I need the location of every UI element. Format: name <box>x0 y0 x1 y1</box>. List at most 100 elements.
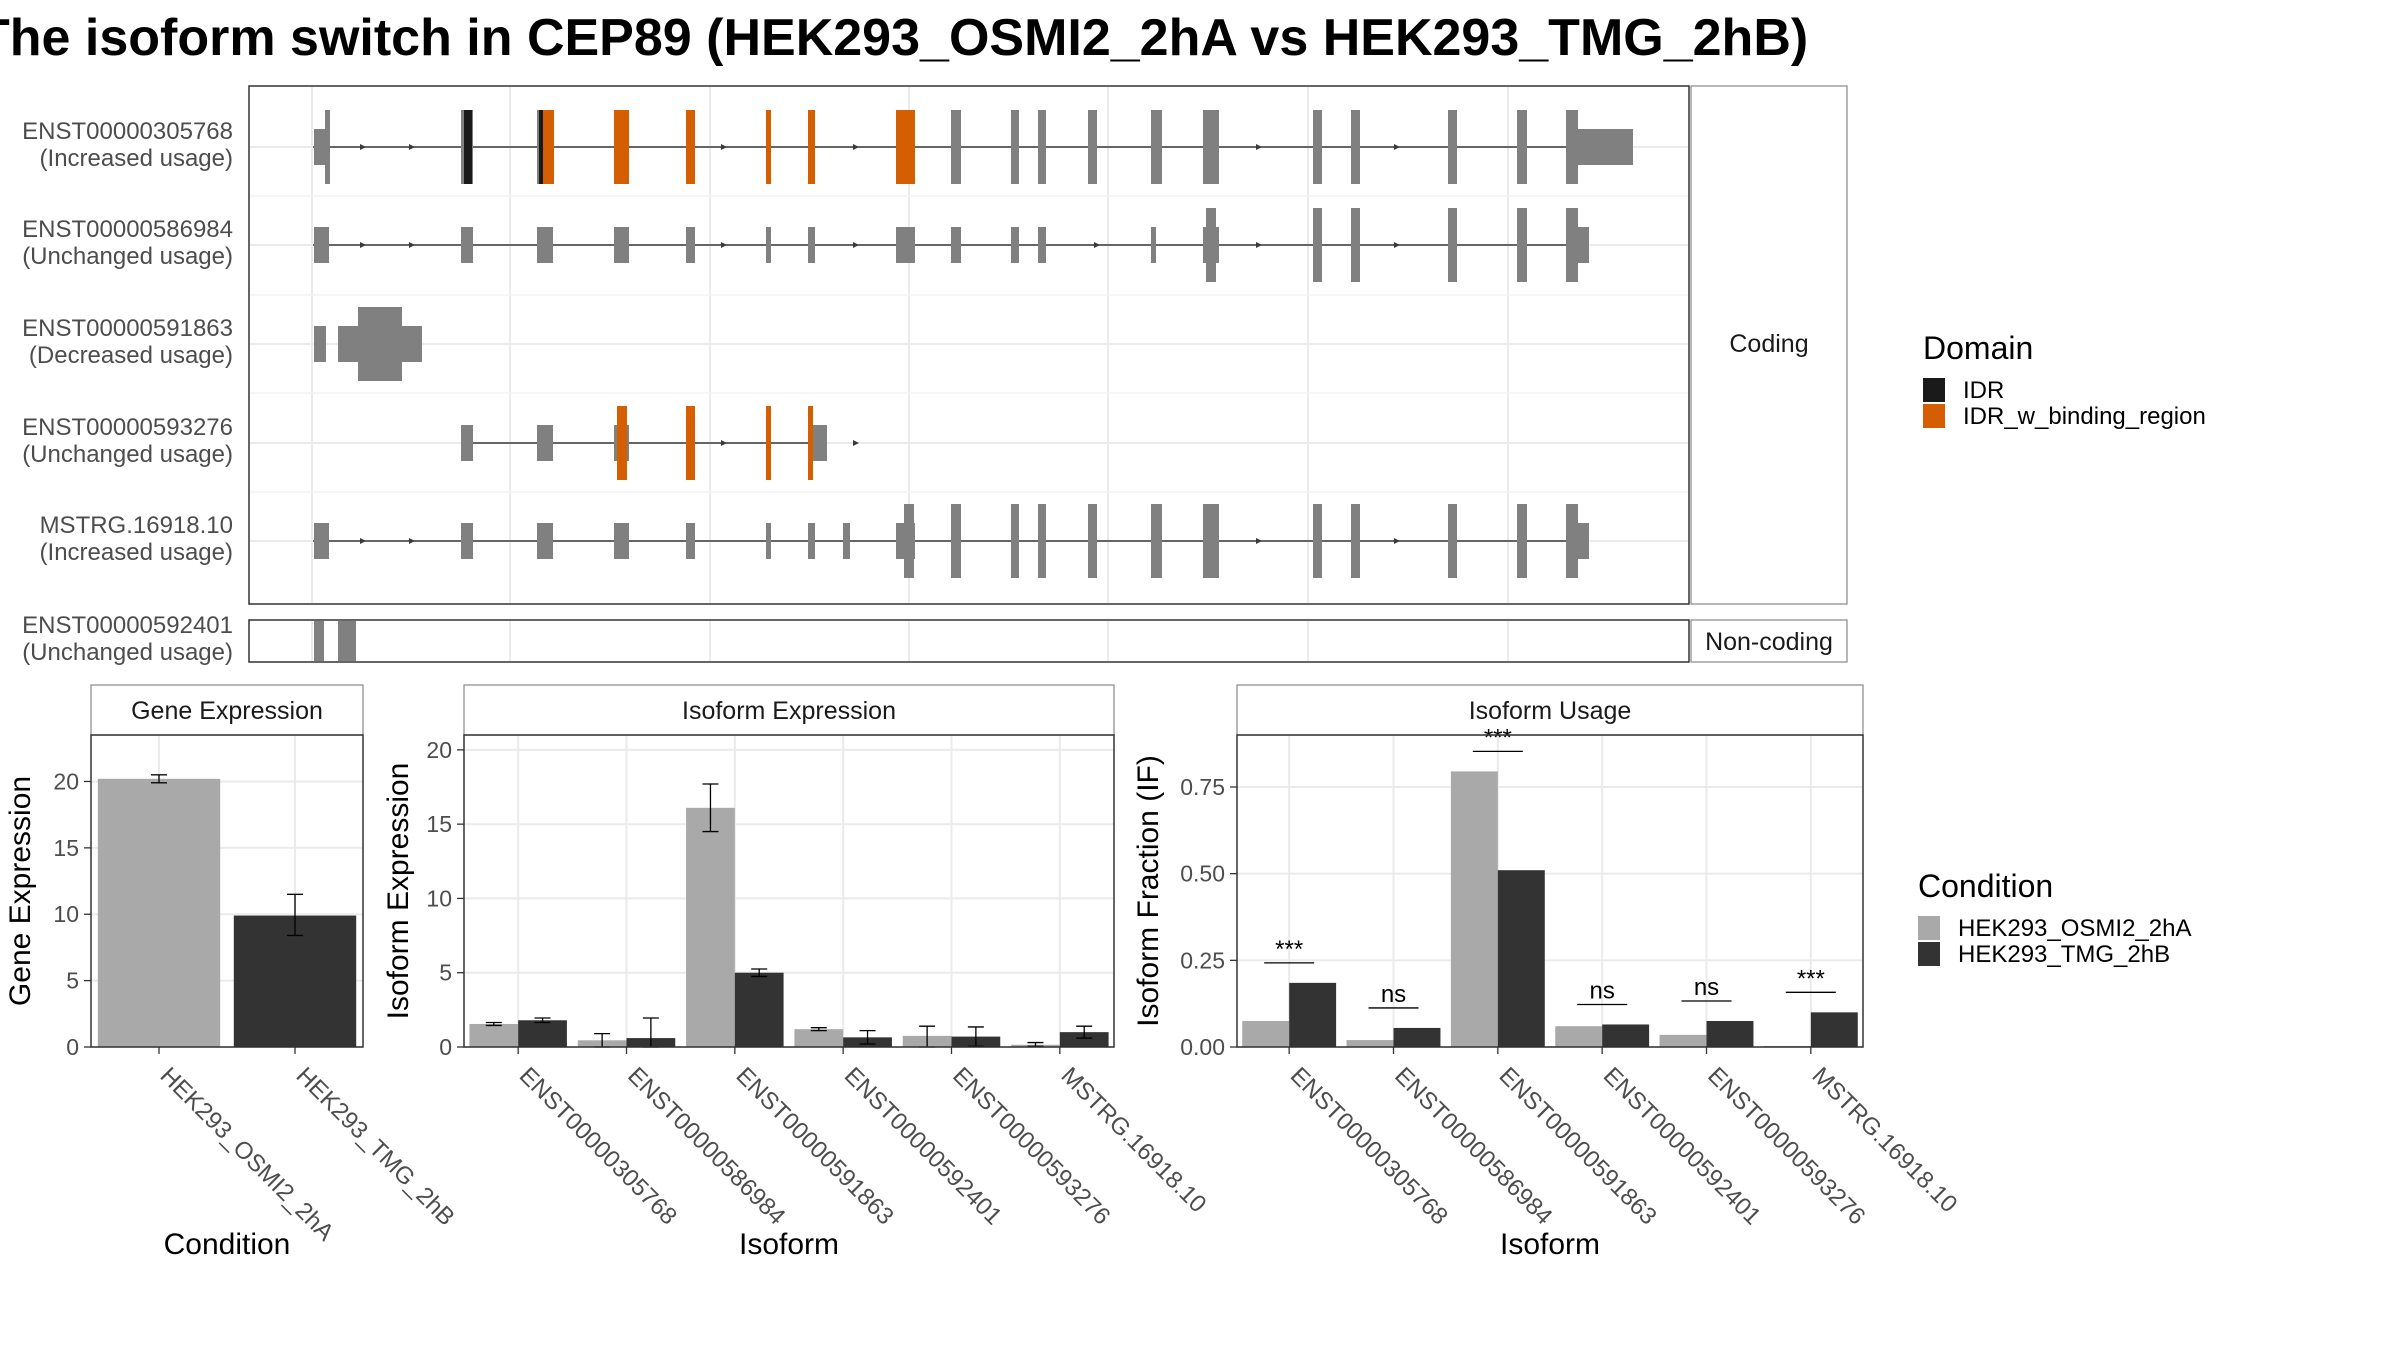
strand-arrow <box>1394 242 1400 248</box>
significance-label: *** <box>1484 724 1512 751</box>
bar <box>1602 1024 1650 1047</box>
strand-arrow <box>1256 538 1262 544</box>
bar <box>233 915 357 1047</box>
exon-block <box>614 523 629 559</box>
noncoding-panel-frame <box>248 619 1690 663</box>
exon-block <box>1151 110 1162 184</box>
domain-block <box>896 110 915 184</box>
exon-block <box>1566 110 1578 184</box>
y-tick-label: 10 <box>426 885 452 911</box>
domain-block <box>617 406 627 480</box>
domain-block <box>686 406 695 480</box>
exon-block <box>461 425 473 461</box>
strand-arrow <box>1256 242 1262 248</box>
strand-arrow <box>1394 144 1400 150</box>
exon-block <box>1203 110 1219 184</box>
strand-arrow <box>360 242 366 248</box>
exon-block <box>537 523 553 559</box>
transcript-usage-label: (Unchanged usage) <box>22 243 233 270</box>
panel-strip <box>90 684 364 736</box>
exon-block <box>1351 504 1360 578</box>
exon-block <box>766 227 771 263</box>
y-tick-label: 5 <box>66 968 79 994</box>
bar <box>734 972 784 1047</box>
transcript-id-label: ENST00000586984 <box>22 216 233 243</box>
strand-arrow <box>409 538 415 544</box>
exon-block <box>896 227 915 263</box>
y-tick-label: 0.50 <box>1180 861 1225 887</box>
exon-block <box>815 425 827 461</box>
transcript-id-label: ENST00000305768 <box>22 118 233 145</box>
isoform_usage-panel: Isoform Usage***ns***ns ns ***0.000.250.50… <box>1132 684 1962 1261</box>
exon-block <box>314 129 326 165</box>
exon-block <box>614 227 629 263</box>
panel-strip <box>463 684 1115 736</box>
exon-block <box>1313 504 1322 578</box>
strand-arrow <box>409 242 415 248</box>
exon-block <box>1203 504 1219 578</box>
exon-block <box>325 110 330 184</box>
condition-legend-swatch <box>1918 942 1940 966</box>
exon-block <box>1038 227 1046 263</box>
y-axis-title: Isoform Fraction (IF) <box>1132 755 1165 1027</box>
y-tick-label: 20 <box>426 737 452 763</box>
x-axis-title: Isoform <box>739 1228 839 1261</box>
exon-block <box>1448 208 1457 282</box>
exon-block <box>766 523 771 559</box>
condition-legend-swatch <box>1918 916 1940 940</box>
strand-arrow <box>721 242 727 248</box>
y-tick-label: 0.00 <box>1180 1034 1225 1060</box>
exon-block <box>537 227 553 263</box>
panel-strip-label: Gene Expression <box>131 697 323 725</box>
exon-block <box>1578 227 1589 263</box>
exon-block <box>1011 504 1019 578</box>
condition-legend-title: Condition <box>1918 868 2053 904</box>
condition-legend-label: HEK293_OSMI2_2hA <box>1958 915 2191 942</box>
x-axis-title: Condition <box>164 1228 291 1261</box>
strand-arrow <box>853 144 859 150</box>
exon-block <box>686 523 695 559</box>
strand-arrow <box>853 242 859 248</box>
strand-arrow <box>853 440 859 446</box>
y-tick-label: 0 <box>439 1034 452 1060</box>
bar <box>97 778 221 1047</box>
bar <box>1393 1027 1441 1047</box>
noncoding-strip <box>1690 619 1848 663</box>
domain-block <box>539 110 544 184</box>
exon-block <box>1517 504 1527 578</box>
exon-block <box>843 523 850 559</box>
exon-block <box>1351 110 1360 184</box>
exon-block <box>904 504 914 578</box>
significance-label: ns <box>1694 974 1719 1001</box>
condition-legend-label: HEK293_TMG_2hB <box>1958 941 2170 968</box>
transcript-id-label: ENST00000593276 <box>22 414 233 441</box>
y-tick-label: 10 <box>53 901 79 927</box>
transcript-usage-label: (Unchanged usage) <box>22 639 233 666</box>
transcript-id-label: ENST00000591863 <box>22 315 233 342</box>
y-tick-label: 15 <box>426 811 452 837</box>
coding-strip-label: Coding <box>1729 330 1808 358</box>
exon-block <box>384 307 402 381</box>
transcript-id-label: MSTRG.16918.10 <box>40 512 233 539</box>
y-axis-title: Gene Expression <box>4 776 37 1006</box>
exon-block <box>314 227 329 263</box>
domain-block <box>543 110 554 184</box>
exon-block <box>338 621 356 661</box>
bar <box>1289 982 1337 1047</box>
bar <box>1450 771 1498 1047</box>
exon-block <box>461 523 473 559</box>
bar <box>1346 1040 1394 1047</box>
strand-arrow <box>360 144 366 150</box>
panel-frame <box>90 734 364 1048</box>
bar <box>1059 1032 1109 1047</box>
exon-block <box>461 227 473 263</box>
domain-block <box>808 406 813 480</box>
exon-block <box>1448 504 1457 578</box>
strand-arrow <box>409 144 415 150</box>
exon-block <box>1038 110 1046 184</box>
strand-arrow <box>360 538 366 544</box>
strand-arrow <box>1256 144 1262 150</box>
transcript-usage-label: (Unchanged usage) <box>22 441 233 468</box>
bar <box>518 1020 567 1047</box>
